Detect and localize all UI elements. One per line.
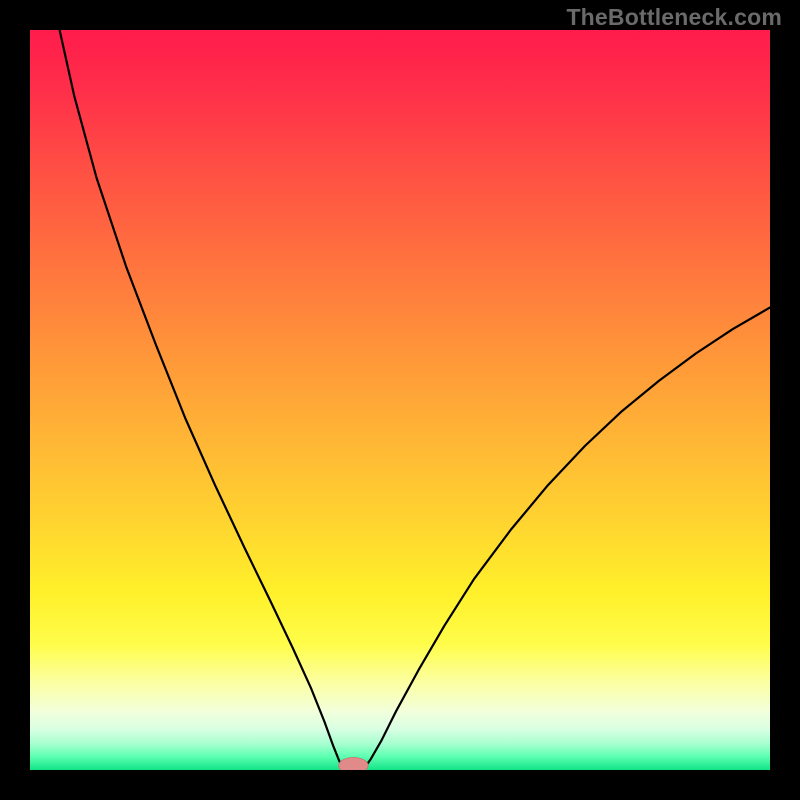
gradient-background	[30, 30, 770, 770]
plot-area	[30, 30, 770, 770]
chart-svg	[30, 30, 770, 770]
watermark-text: TheBottleneck.com	[566, 4, 782, 31]
